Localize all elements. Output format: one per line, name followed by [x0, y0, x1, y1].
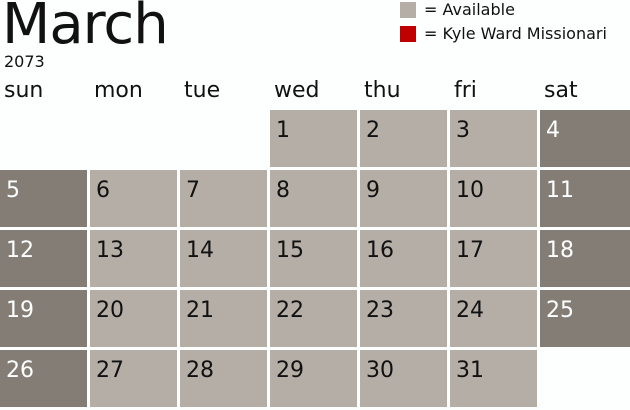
- day-cell[interactable]: 3: [450, 110, 537, 167]
- day-cell[interactable]: 23: [360, 290, 447, 347]
- day-cell[interactable]: 19: [0, 290, 87, 347]
- legend-missionary: = Kyle Ward Missionari: [400, 24, 607, 43]
- day-cell[interactable]: 28: [180, 350, 267, 407]
- day-cell[interactable]: 27: [90, 350, 177, 407]
- day-header-wed: wed: [274, 78, 320, 103]
- day-cell[interactable]: 15: [270, 230, 357, 287]
- legend-label: = Kyle Ward Missionari: [424, 24, 607, 43]
- day-cell[interactable]: 22: [270, 290, 357, 347]
- day-cell[interactable]: 8: [270, 170, 357, 227]
- day-cell[interactable]: 1: [270, 110, 357, 167]
- day-header-tue: tue: [184, 78, 221, 103]
- day-header-sat: sat: [544, 78, 578, 103]
- day-cell[interactable]: 18: [540, 230, 630, 287]
- day-cell[interactable]: 2: [360, 110, 447, 167]
- day-cell[interactable]: 25: [540, 290, 630, 347]
- day-header-sun: sun: [4, 78, 44, 103]
- available-swatch: [400, 1, 416, 18]
- legend-available: = Available: [400, 0, 515, 19]
- day-cell[interactable]: 31: [450, 350, 537, 407]
- day-cell[interactable]: 5: [0, 170, 87, 227]
- day-cell[interactable]: 17: [450, 230, 537, 287]
- day-cell[interactable]: 13: [90, 230, 177, 287]
- legend-label: = Available: [424, 0, 515, 19]
- year-label: 2073: [4, 52, 45, 71]
- missionary-swatch: [400, 25, 416, 42]
- day-cell[interactable]: 7: [180, 170, 267, 227]
- day-header-fri: fri: [454, 78, 477, 103]
- day-cell[interactable]: 26: [0, 350, 87, 407]
- day-cell[interactable]: 12: [0, 230, 87, 287]
- day-cell[interactable]: 21: [180, 290, 267, 347]
- day-cell[interactable]: 6: [90, 170, 177, 227]
- day-header-thu: thu: [364, 78, 401, 103]
- day-header-mon: mon: [94, 78, 143, 103]
- day-cell[interactable]: 16: [360, 230, 447, 287]
- day-cell[interactable]: 20: [90, 290, 177, 347]
- day-cell[interactable]: 30: [360, 350, 447, 407]
- day-cell[interactable]: 14: [180, 230, 267, 287]
- month-title: March: [2, 0, 169, 57]
- day-cell[interactable]: 4: [540, 110, 630, 167]
- day-cell[interactable]: 9: [360, 170, 447, 227]
- day-cell[interactable]: 29: [270, 350, 357, 407]
- day-cell[interactable]: 11: [540, 170, 630, 227]
- day-cell[interactable]: 10: [450, 170, 537, 227]
- day-cell[interactable]: 24: [450, 290, 537, 347]
